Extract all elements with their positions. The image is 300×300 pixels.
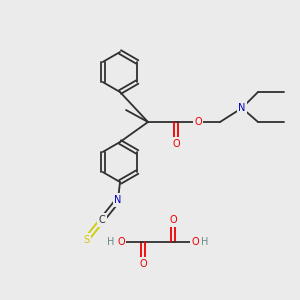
Text: N: N	[238, 103, 246, 113]
Text: O: O	[117, 237, 125, 247]
Text: O: O	[194, 117, 202, 127]
Text: N: N	[114, 195, 122, 205]
Text: C: C	[99, 215, 105, 225]
Text: S: S	[83, 235, 89, 245]
Text: O: O	[169, 215, 177, 225]
Text: O: O	[191, 237, 199, 247]
Text: O: O	[172, 139, 180, 149]
Text: H: H	[107, 237, 115, 247]
Text: H: H	[201, 237, 209, 247]
Text: O: O	[139, 259, 147, 269]
